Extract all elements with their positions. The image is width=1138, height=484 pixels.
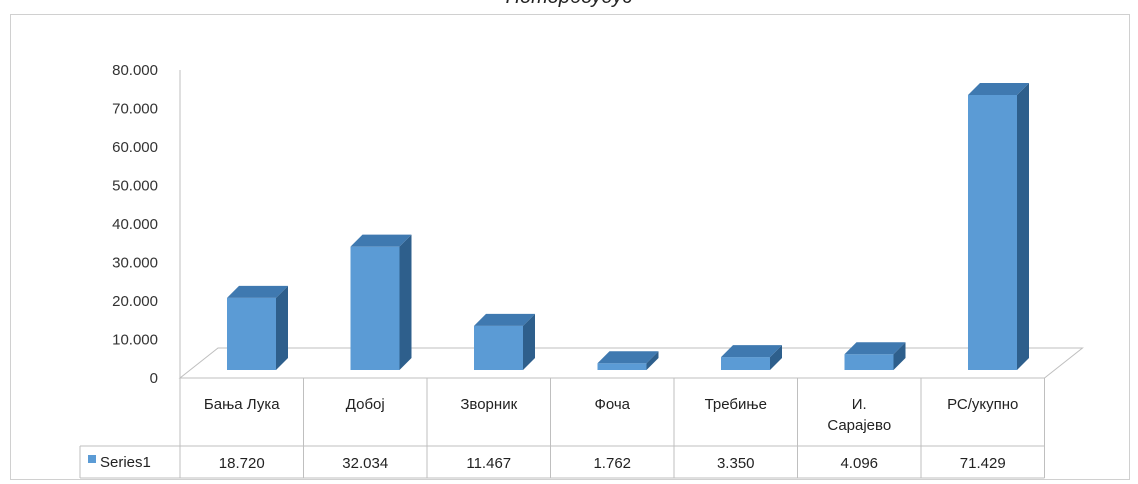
data-value-label: 3.350 — [717, 455, 755, 472]
y-tick-label: 60.000 — [112, 139, 158, 156]
x-category-label: Зворник — [460, 396, 517, 413]
bar-front — [350, 246, 400, 370]
y-tick-label: 40.000 — [112, 216, 158, 233]
bar-top — [597, 351, 659, 364]
bar-top — [350, 234, 412, 247]
bar-side — [399, 234, 412, 370]
bar-front — [968, 94, 1017, 370]
bar-front — [227, 297, 276, 370]
bar-front — [597, 363, 647, 370]
bar-top — [844, 342, 906, 355]
x-category-label: Фоча — [594, 396, 630, 413]
bar-side — [646, 351, 659, 370]
bar-top — [227, 285, 288, 298]
y-tick-label: 50.000 — [112, 178, 158, 195]
chart-title: Ноторбоудус — [0, 0, 1138, 9]
data-value-label: 4.096 — [840, 455, 878, 472]
y-tick-label: 30.000 — [112, 255, 158, 272]
y-tick-label: 0 — [150, 370, 158, 387]
x-category-label: И. — [852, 396, 867, 413]
x-category-label: Требиње — [705, 396, 767, 413]
bar-top — [721, 345, 782, 358]
bar-top — [474, 313, 535, 326]
y-tick-label: 20.000 — [112, 293, 158, 310]
data-value-label: 71.429 — [960, 455, 1006, 472]
data-value-label: 18.720 — [219, 455, 265, 472]
x-category-label: Добој — [346, 396, 385, 413]
legend-swatch — [88, 455, 96, 463]
legend-series-name: Series1 — [100, 454, 151, 471]
bar-front — [844, 354, 894, 370]
bar-top — [968, 82, 1029, 95]
y-tick-label: 80.000 — [112, 62, 158, 79]
data-value-label: 1.762 — [593, 455, 631, 472]
y-tick-label: 70.000 — [112, 101, 158, 118]
data-value-label: 32.034 — [342, 455, 388, 472]
x-category-label: Сарајево — [827, 417, 891, 434]
bar-side — [770, 345, 782, 370]
bar-side — [1017, 82, 1029, 370]
bar-front — [474, 325, 523, 370]
y-tick-label: 10.000 — [112, 332, 158, 349]
data-value-label: 11.467 — [466, 455, 511, 472]
bar-side — [523, 313, 535, 370]
chart-frame — [10, 14, 1130, 480]
bar-front — [721, 357, 770, 370]
bar-side — [893, 342, 906, 370]
bar-side — [276, 285, 288, 370]
x-category-label: РС/укупно — [947, 396, 1018, 413]
x-category-label: Бања Лука — [204, 396, 280, 413]
